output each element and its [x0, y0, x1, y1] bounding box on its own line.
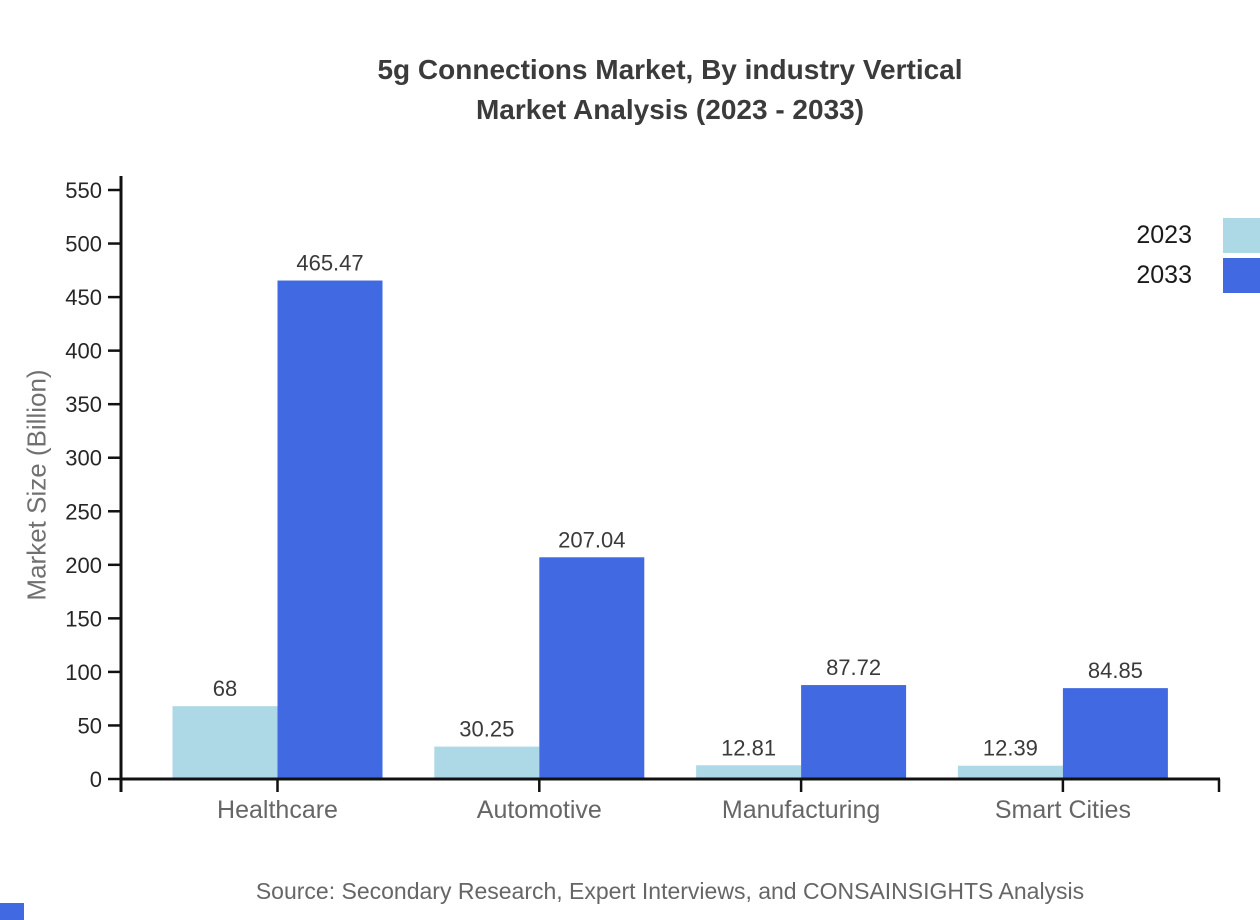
y-tick-label-400: 400: [65, 339, 102, 364]
source-attribution: Source: Secondary Research, Expert Inter…: [255, 878, 1085, 904]
y-tick-label-550: 550: [65, 178, 102, 203]
legend-swatch-2023-icon: [1223, 218, 1260, 253]
bar-2023-healthcare: [172, 706, 278, 779]
value-label-2023-smart-cities: 12.39: [983, 736, 1038, 761]
legend-label-2033: 2033: [1136, 261, 1192, 289]
x-tick-label-automotive: Automotive: [477, 796, 602, 824]
bar-2033-automotive: [539, 557, 645, 779]
bar-2033-smart-cities: [1062, 688, 1168, 779]
y-tick-label-300: 300: [65, 446, 102, 471]
y-tick-label-100: 100: [65, 660, 102, 685]
y-tick-label-150: 150: [65, 606, 102, 631]
x-tick-label-smart-cities: Smart Cities: [995, 796, 1131, 824]
y-tick-label-500: 500: [65, 232, 102, 257]
value-label-2023-manufacturing: 12.81: [721, 735, 776, 760]
y-tick-label-350: 350: [65, 392, 102, 417]
x-tick-label-manufacturing: Manufacturing: [722, 796, 880, 824]
bar-2023-automotive: [434, 746, 540, 779]
value-label-2033-healthcare: 465.47: [296, 251, 363, 276]
bar-2033-healthcare: [277, 280, 383, 779]
y-tick-label-250: 250: [65, 499, 102, 524]
chart-title-line2: Market Analysis (2023 - 2033): [475, 94, 865, 125]
brand-mark: [0, 903, 24, 920]
value-label-2023-automotive: 30.25: [459, 717, 514, 742]
bar-2023-manufacturing: [696, 765, 802, 779]
bar-2033-manufacturing: [801, 685, 907, 779]
legend-item-2033: 2033: [1136, 258, 1260, 293]
y-tick-label-450: 450: [65, 285, 102, 310]
bar-2023-smart-cities: [957, 765, 1063, 779]
legend: 2023 2033: [1136, 218, 1260, 298]
value-label-2033-smart-cities: 84.85: [1088, 658, 1143, 683]
y-tick-label-200: 200: [65, 553, 102, 578]
value-label-2023-healthcare: 68: [213, 676, 237, 701]
legend-item-2023: 2023: [1136, 218, 1260, 253]
legend-label-2023: 2023: [1136, 221, 1192, 249]
chart-title-line1: 5g Connections Market, By industry Verti…: [377, 54, 963, 85]
y-tick-label-0: 0: [90, 767, 102, 792]
value-label-2033-automotive: 207.04: [558, 527, 625, 552]
y-tick-label-50: 50: [78, 713, 102, 738]
x-tick-label-healthcare: Healthcare: [217, 796, 338, 824]
legend-swatch-2033-icon: [1223, 258, 1260, 293]
value-label-2033-manufacturing: 87.72: [826, 655, 881, 680]
